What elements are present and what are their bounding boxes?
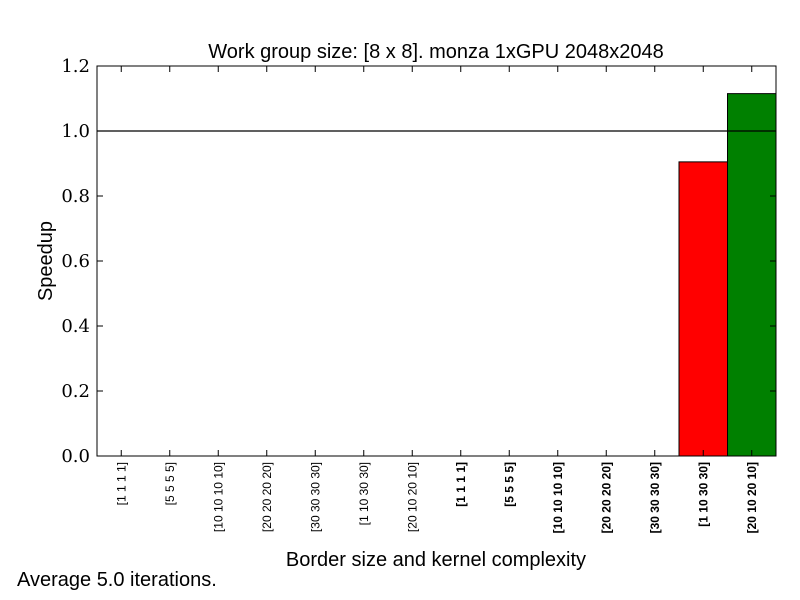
y-axis-ticks: 0.0 0.2 0.4 0.6 0.8 1.0 1.2 bbox=[61, 56, 776, 467]
bar-12 bbox=[678, 161, 728, 457]
x-tick-label: [30 30 30 30] bbox=[308, 462, 322, 532]
plot-frame bbox=[96, 65, 777, 457]
bar-13 bbox=[727, 93, 777, 457]
x-tick-label: [1 1 1 1] bbox=[454, 462, 468, 507]
x-tick-label: [1 1 1 1] bbox=[114, 462, 128, 505]
x-tick-label: [20 20 20 20] bbox=[260, 462, 274, 532]
x-tick-label: [5 5 5 5] bbox=[163, 462, 177, 505]
chart-title: Work group size: [8 x 8]. monza 1xGPU 20… bbox=[208, 41, 663, 63]
x-tick-label: [30 30 30 30] bbox=[648, 462, 662, 533]
y-axis-label: Speedup bbox=[35, 221, 57, 301]
x-tick-label: [20 20 20 20] bbox=[599, 462, 613, 533]
x-tick-label: [20 10 20 10] bbox=[745, 462, 759, 533]
y-tick-label: 0.4 bbox=[61, 316, 90, 337]
x-tick-label: [10 10 10 10] bbox=[551, 462, 565, 533]
y-tick-label: 1.2 bbox=[61, 56, 90, 77]
bars-group bbox=[678, 93, 777, 457]
x-tick-label: [5 5 5 5] bbox=[502, 462, 516, 507]
x-tick-label: [1 10 30 30] bbox=[357, 462, 371, 525]
x-axis-label: Border size and kernel complexity bbox=[286, 549, 586, 571]
footnote: Average 5.0 iterations. bbox=[17, 569, 217, 591]
x-tick-label: [10 10 10 10] bbox=[211, 462, 225, 532]
y-tick-label: 0.6 bbox=[61, 251, 90, 272]
x-axis-ticks: [1 1 1 1] [5 5 5 5] [10 10 10 10] [20 20 20… bbox=[114, 66, 759, 533]
x-tick-label: [20 10 20 10] bbox=[405, 462, 419, 532]
x-tick-label: [1 10 30 30] bbox=[696, 462, 710, 527]
y-tick-label: 0.2 bbox=[61, 381, 90, 402]
y-tick-label: 1.0 bbox=[61, 121, 90, 142]
y-tick-label: 0.0 bbox=[61, 446, 90, 467]
y-tick-label: 0.8 bbox=[61, 186, 90, 207]
